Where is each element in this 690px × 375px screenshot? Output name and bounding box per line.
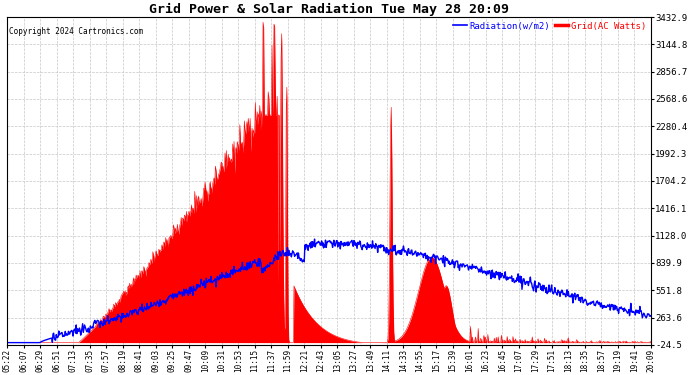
Text: Copyright 2024 Cartronics.com: Copyright 2024 Cartronics.com xyxy=(8,27,143,36)
Title: Grid Power & Solar Radiation Tue May 28 20:09: Grid Power & Solar Radiation Tue May 28 … xyxy=(149,3,509,16)
Legend: Radiation(w/m2), Grid(AC Watts): Radiation(w/m2), Grid(AC Watts) xyxy=(453,21,647,30)
